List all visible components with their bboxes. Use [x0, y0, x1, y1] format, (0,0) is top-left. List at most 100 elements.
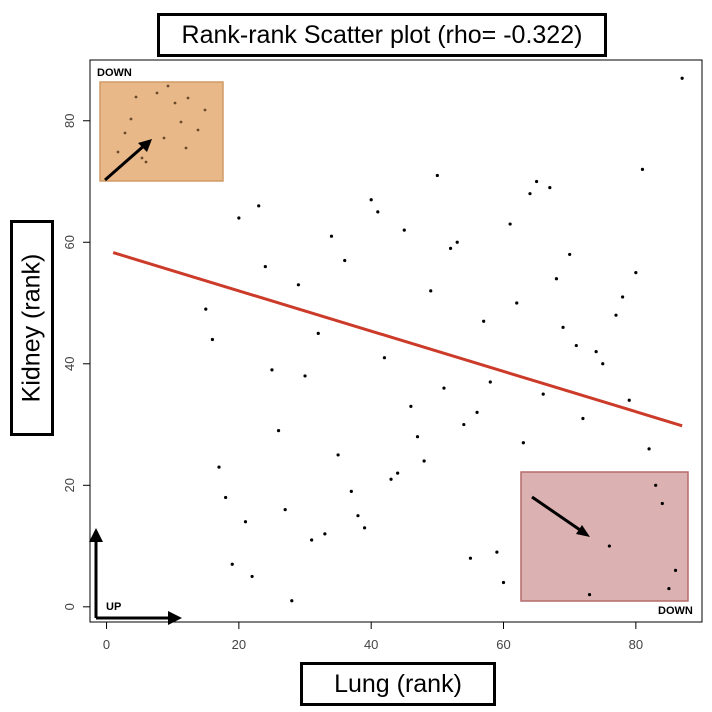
- data-point: [442, 386, 446, 390]
- x-tick-label: 40: [364, 637, 378, 652]
- inset-point: [144, 160, 148, 164]
- data-point: [541, 392, 545, 396]
- data-point: [568, 252, 572, 257]
- top-left-inset-label: DOWN: [97, 67, 132, 79]
- data-point: [343, 258, 347, 263]
- axis-ticks: 0 20 40 60 80 0 20 40 60 80: [62, 114, 643, 652]
- data-point: [362, 526, 367, 530]
- y-tick-label: 80: [62, 114, 77, 128]
- data-point: [634, 271, 638, 275]
- inset-point: [162, 136, 166, 140]
- data-point: [667, 586, 671, 591]
- data-point: [376, 210, 380, 214]
- inset-point: [184, 146, 188, 150]
- x-axis-label: Lung (rank): [300, 662, 496, 706]
- data-point: [402, 228, 406, 232]
- inset-point: [179, 120, 183, 124]
- data-point: [621, 295, 625, 299]
- origin-arrow-up-head: [89, 528, 103, 542]
- data-point: [210, 337, 214, 342]
- data-point: [587, 593, 592, 597]
- data-point: [303, 374, 307, 378]
- data-point: [296, 283, 301, 287]
- data-point: [257, 204, 261, 208]
- data-point: [482, 319, 486, 323]
- data-point: [409, 404, 413, 408]
- data-point: [640, 167, 645, 171]
- data-point: [448, 246, 453, 250]
- inset-point: [166, 84, 170, 88]
- data-point: [561, 325, 565, 329]
- data-point: [468, 556, 473, 560]
- data-point: [243, 520, 248, 524]
- bottom-right-inset-arrow: [531, 495, 584, 534]
- y-tick-label: 60: [62, 235, 77, 249]
- data-point: [204, 307, 208, 311]
- data-point: [389, 477, 393, 481]
- top-left-inset-box: [99, 81, 224, 182]
- data-point: [581, 416, 585, 421]
- data-point: [250, 574, 254, 579]
- data-point: [501, 580, 506, 585]
- data-point: [316, 331, 320, 336]
- data-point: [263, 264, 267, 269]
- data-point: [276, 429, 281, 433]
- x-tick-label: 80: [629, 637, 643, 652]
- data-point: [217, 465, 221, 469]
- bottom-right-inset-box: [520, 471, 689, 602]
- data-point: [429, 289, 433, 293]
- y-tick-label: 0: [62, 603, 77, 610]
- data-point: [673, 568, 678, 572]
- data-point: [369, 198, 373, 202]
- data-point: [237, 216, 241, 220]
- data-point: [594, 350, 598, 354]
- data-point: [283, 508, 287, 512]
- data-point: [495, 550, 499, 554]
- data-point: [607, 544, 611, 548]
- inset-point: [129, 117, 133, 121]
- x-tick-label: 20: [232, 637, 246, 652]
- data-point: [329, 234, 334, 238]
- y-tick-label: 40: [62, 357, 77, 371]
- top-left-inset-arrowhead: [138, 139, 152, 152]
- data-point: [310, 538, 314, 542]
- data-point: [508, 222, 512, 226]
- inset-point: [140, 156, 144, 160]
- x-tick-label: 60: [496, 637, 510, 652]
- bottom-right-inset-arrowhead: [576, 525, 590, 537]
- data-point: [627, 398, 631, 402]
- data-point: [528, 192, 532, 196]
- data-point: [574, 343, 578, 348]
- data-points: [116, 76, 684, 603]
- origin-label: UP: [106, 601, 121, 613]
- data-point: [660, 501, 664, 506]
- data-point: [290, 599, 294, 603]
- inset-point: [203, 108, 207, 112]
- data-point: [521, 441, 525, 445]
- inset-point: [123, 131, 127, 135]
- data-point: [435, 173, 439, 178]
- top-left-inset-arrow: [104, 142, 147, 182]
- inset-point: [155, 91, 159, 95]
- data-point: [488, 380, 492, 384]
- chart-title-text: Rank-rank Scatter plot (rho= -0.322): [181, 20, 583, 49]
- origin-arrow-right-head: [168, 611, 182, 625]
- data-point: [680, 76, 684, 80]
- data-point: [230, 562, 234, 566]
- data-point: [647, 447, 651, 451]
- data-point: [455, 240, 459, 244]
- chart-title: Rank-rank Scatter plot (rho= -0.322): [157, 13, 607, 57]
- x-tick-label: 0: [103, 637, 110, 652]
- data-point: [534, 179, 539, 184]
- data-point: [356, 514, 360, 518]
- data-point: [654, 483, 658, 487]
- data-point: [415, 435, 420, 439]
- data-point: [515, 301, 519, 305]
- inset-point: [173, 101, 177, 105]
- regression-line: [112, 251, 683, 428]
- data-point: [548, 185, 552, 190]
- data-point: [614, 313, 618, 317]
- data-point: [396, 471, 400, 475]
- inset-point: [116, 150, 120, 154]
